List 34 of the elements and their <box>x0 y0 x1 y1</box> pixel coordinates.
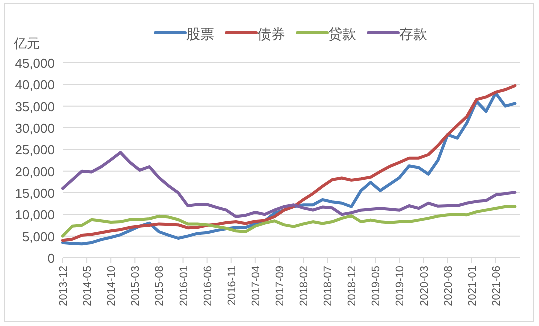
x-tick-label: 2015-03 <box>130 266 142 306</box>
y-tick-label: 5,000 <box>22 229 55 244</box>
y-tick-label: 0 <box>48 251 55 266</box>
y-tick-label: 40,000 <box>15 78 55 93</box>
legend-label: 股票 <box>186 26 214 42</box>
y-tick-label: 25,000 <box>15 142 55 158</box>
y-tick-label: 10,000 <box>15 208 55 223</box>
legend-label: 债券 <box>258 26 286 42</box>
y-tick-label: 35,000 <box>15 99 55 114</box>
y-tick-label: 30,000 <box>15 121 55 136</box>
x-tick-label: 2018-02 <box>298 266 311 306</box>
x-tick-label: 2016-11 <box>226 266 238 306</box>
y-tick-label: 45,000 <box>15 56 55 71</box>
x-tick-label: 2020-03 <box>418 266 431 306</box>
x-tick-label: 2021-06 <box>490 266 503 306</box>
x-tick-label: 2014-05 <box>82 266 94 306</box>
x-tick-label: 2018-07 <box>322 266 335 306</box>
x-tick-label: 2016-06 <box>202 266 214 306</box>
x-tick-label: 2014-10 <box>106 266 118 306</box>
legend-label: 存款 <box>400 26 428 42</box>
x-tick-label: 2015-08 <box>154 266 166 306</box>
legend-label: 贷款 <box>328 26 356 42</box>
x-tick-label: 2017-04 <box>250 266 262 306</box>
x-tick-label: 2020-08 <box>442 266 455 306</box>
y-axis-title: 亿元 <box>13 36 40 51</box>
x-tick-label: 2021-01 <box>466 266 479 306</box>
y-tick-label: 15,000 <box>15 186 55 201</box>
x-tick-label: 2013-12 <box>58 266 70 306</box>
x-tick-label: 2019-10 <box>394 266 407 306</box>
y-tick-label: 20,000 <box>15 164 55 180</box>
x-tick-label: 2019-05 <box>370 266 383 306</box>
x-tick-label: 2016-01 <box>178 266 190 306</box>
x-tick-label: 2017-09 <box>274 266 286 306</box>
x-tick-label: 2018-12 <box>346 266 359 306</box>
